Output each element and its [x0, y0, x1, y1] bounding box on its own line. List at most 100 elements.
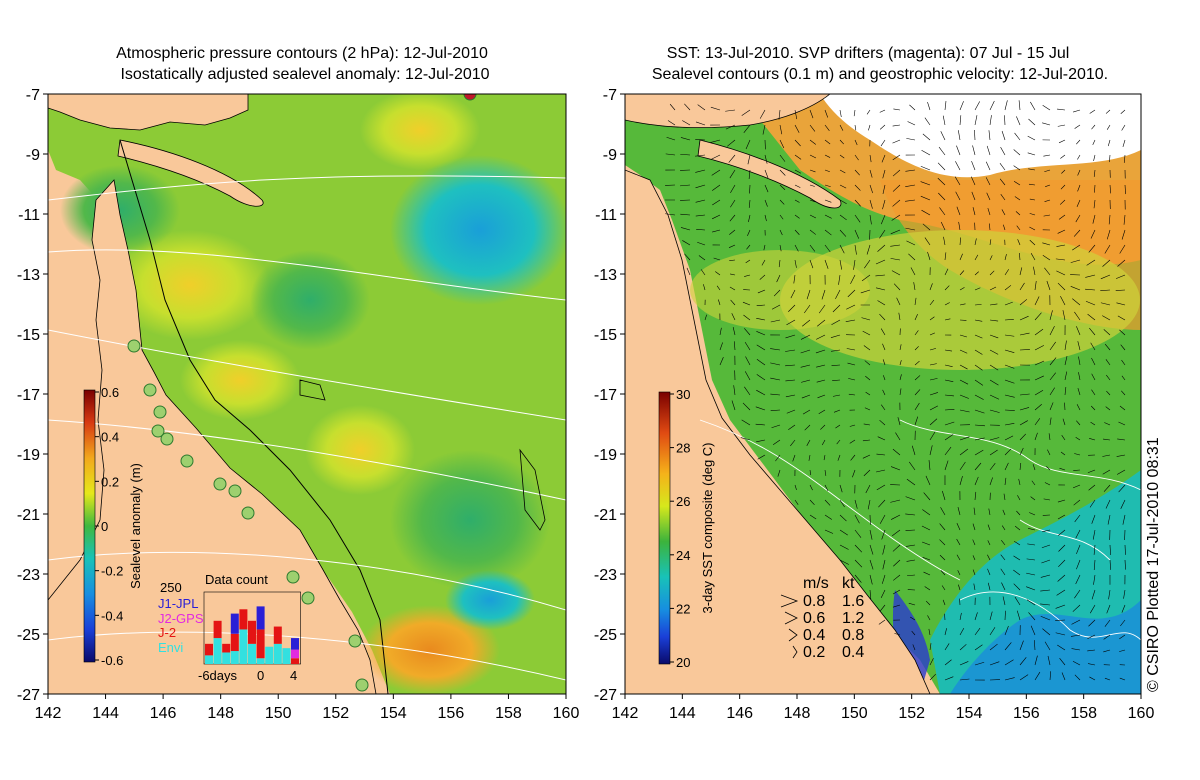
velocity-vector: [924, 117, 931, 126]
velocity-vector: [971, 191, 976, 201]
velocity-vector: [716, 285, 721, 291]
data-count-xtick: 4: [290, 668, 297, 683]
velocity-key-arrow: [792, 645, 798, 659]
velocity-vector: [779, 154, 786, 162]
velocity-vector: [922, 509, 931, 516]
velocity-vector: [839, 259, 842, 270]
velocity-vector: [909, 461, 916, 471]
velocity-vector: [939, 539, 946, 546]
velocity-vector: [1058, 544, 1066, 552]
velocity-vector: [823, 454, 826, 461]
sst-cloud-mask: [820, 94, 1141, 178]
y-tick-label: -9: [603, 147, 617, 164]
velocity-vector: [1004, 642, 1012, 651]
right-y-axis: -7 -9 -11 -13 -15 -17 -19 -21 -23 -25 -27: [594, 87, 625, 704]
velocity-vector: [1076, 544, 1081, 555]
velocity-vector: [729, 286, 736, 291]
velocity-vector: [809, 244, 816, 252]
velocity-vector: [882, 559, 886, 570]
velocity-vector: [939, 554, 946, 561]
velocity-vector: [728, 154, 736, 163]
velocity-vector: [921, 525, 931, 531]
velocity-vector: [922, 557, 931, 561]
y-tick-label: -13: [594, 267, 617, 284]
velocity-vector: [1074, 311, 1081, 321]
x-tick-label: 146: [726, 705, 753, 722]
velocity-vector: [907, 574, 916, 577]
data-count-bars: [203, 591, 301, 665]
velocity-vector: [1072, 604, 1081, 612]
velocity-vector: [1060, 451, 1066, 456]
velocity-vector: [742, 301, 751, 306]
legend-j2-gps: J2-GPS: [158, 611, 204, 626]
velocity-vector: [1088, 484, 1096, 491]
velocity-vector: [746, 244, 751, 250]
velocity-vector: [929, 405, 938, 411]
pressure-contour: [48, 551, 566, 611]
velocity-vector: [865, 391, 871, 396]
colorbar-tick-label: -0.6: [101, 653, 123, 668]
velocity-vector: [1121, 604, 1126, 613]
velocity-key-arrow: [780, 594, 799, 608]
velocity-vector: [1056, 244, 1066, 247]
velocity-vector: [1019, 282, 1025, 291]
velocity-vector: [974, 644, 983, 651]
velocity-vector: [958, 130, 961, 141]
velocity-vector: [1049, 387, 1055, 396]
velocity-vector: [940, 221, 946, 231]
data-count-bar: [256, 629, 265, 659]
velocity-vector: [1091, 373, 1096, 381]
velocity-vector: [1004, 115, 1006, 126]
velocity-vector: [972, 145, 976, 156]
velocity-vector: [1091, 357, 1096, 366]
velocity-vector: [925, 600, 931, 606]
velocity-vector: [1073, 229, 1081, 237]
velocity-vector: [846, 348, 856, 351]
data-count-bar: [273, 643, 282, 664]
velocity-vector: [809, 499, 815, 506]
velocity-vector: [1121, 229, 1126, 240]
sla-colorbar: 0.6 0.4 0.2 0 -0.2 -0.4 -0.6 Sealevel anomaly …: [83, 385, 143, 668]
velocity-vector: [1057, 644, 1066, 651]
velocity-vector: [1077, 154, 1081, 160]
velocity-vector: [809, 184, 815, 187]
velocity-vector: [929, 299, 935, 306]
velocity-vector: [1019, 420, 1028, 426]
right-x-axis: 142 144 146 148 150 152 154 156 158 160: [612, 694, 1154, 722]
velocity-vector: [1034, 375, 1044, 381]
velocity-vector: [1078, 356, 1081, 366]
velocity-vector: [1028, 528, 1036, 531]
velocity-vector: [1019, 462, 1022, 471]
velocity-vector: [863, 469, 871, 477]
velocity-vector: [1004, 379, 1015, 384]
data-count-bar: [222, 643, 231, 653]
velocity-vector: [802, 409, 811, 415]
velocity-vector: [890, 499, 901, 503]
velocity-vector: [892, 184, 901, 192]
velocity-vector: [944, 394, 954, 397]
velocity-vector: [719, 356, 724, 366]
velocity-vector: [1061, 169, 1066, 174]
velocity-vector: [897, 417, 901, 426]
velocity-vector: [756, 304, 766, 306]
velocity-vector: [1057, 514, 1066, 520]
velocity-vector: [899, 344, 902, 351]
y-tick-label: -19: [594, 447, 617, 464]
velocity-vector: [1072, 298, 1081, 306]
velocity-vector: [1018, 478, 1021, 486]
sla-blob: [180, 340, 300, 420]
velocity-vector: [927, 615, 931, 621]
velocity-vector: [911, 445, 916, 456]
velocity-vector: [1091, 389, 1096, 396]
velocity-vector: [800, 334, 811, 340]
velocity-vector: [1123, 214, 1126, 225]
velocity-vector: [863, 423, 871, 426]
velocity-vector: [974, 101, 980, 111]
velocity-vector: [1017, 495, 1021, 501]
velocity-vector: [927, 251, 931, 261]
velocity-vector: [905, 544, 916, 547]
data-count-bar: [205, 643, 213, 656]
velocity-vector: [1019, 315, 1029, 321]
velocity-vector: [974, 130, 976, 141]
velocity-vector: [1120, 109, 1126, 114]
